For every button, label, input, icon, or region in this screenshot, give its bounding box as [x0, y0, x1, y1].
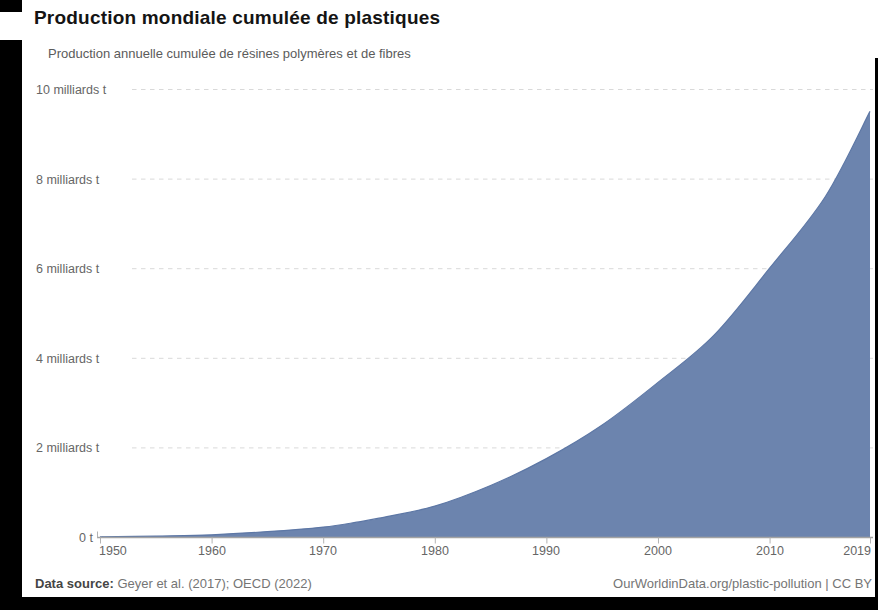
y-tick-label: 8 milliards t [36, 173, 99, 188]
y-tick-label: 10 milliards t [36, 83, 106, 98]
x-tick-label: 1950 [99, 544, 163, 559]
data-source-label: Data source: [35, 576, 114, 591]
chart-subtitle: Production annuelle cumulée de résines p… [48, 46, 411, 61]
data-source-text: Geyer et al. (2017); OECD (2022) [117, 576, 311, 591]
x-tick-label: 1960 [180, 544, 244, 559]
area-chart [0, 0, 883, 597]
y-tick-label: 4 milliards t [36, 352, 99, 367]
attribution: OurWorldinData.org/plastic-pollution | C… [613, 576, 872, 591]
frame-right-edge [875, 58, 878, 597]
frame-bottom-right-sliver [878, 597, 883, 610]
data-source-line: Data source: Geyer et al. (2017); OECD (… [35, 576, 312, 591]
x-tick-label: 2010 [738, 544, 802, 559]
screenshot-canvas: Production mondiale cumulée de plastique… [0, 0, 883, 610]
frame-notch [0, 12, 22, 40]
y-tick-label: 2 milliards t [36, 441, 99, 456]
y-tick-label: 6 milliards t [36, 262, 99, 277]
y-tick-label: 0 t [52, 531, 93, 546]
x-tick-label: 2000 [626, 544, 690, 559]
x-tick-label: 1970 [291, 544, 355, 559]
x-tick-label: 1990 [514, 544, 578, 559]
x-tick-label: 1980 [403, 544, 467, 559]
chart-title: Production mondiale cumulée de plastique… [34, 7, 440, 29]
x-tick-label: 2019 [807, 544, 871, 559]
